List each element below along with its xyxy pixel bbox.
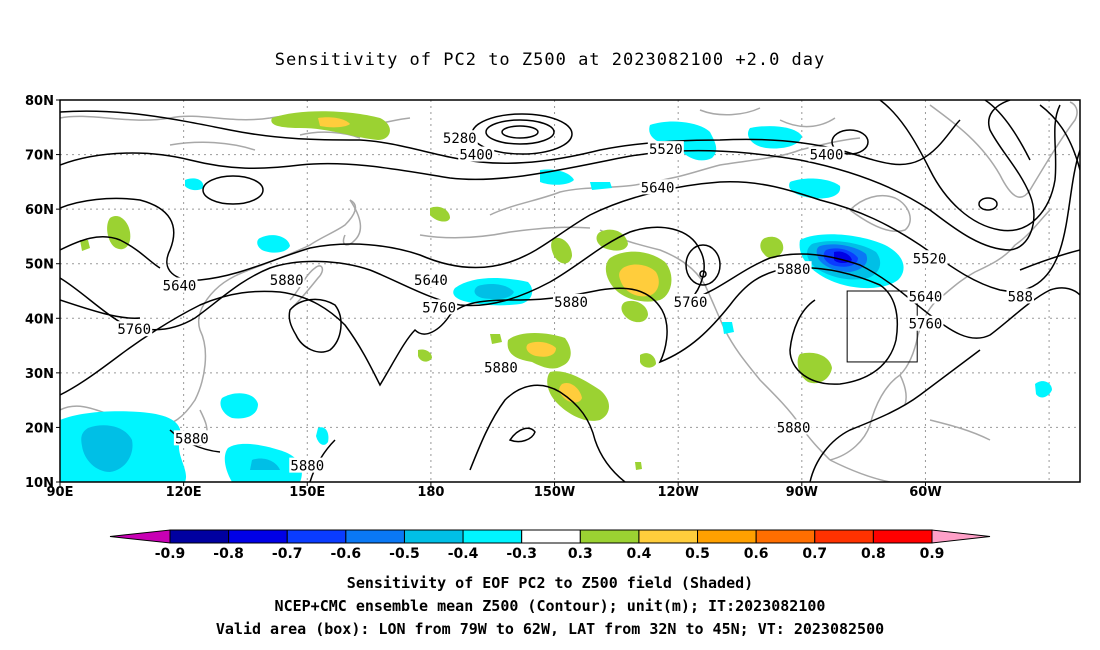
contour-label-bg [775, 261, 812, 277]
lon-label: 120E [166, 485, 202, 500]
contour-label: 5640 [163, 279, 197, 295]
contour-label-bg [808, 146, 845, 162]
colorbar-swatch [579, 529, 640, 544]
contour-label-bg [639, 179, 676, 195]
lat-label: 80N [25, 94, 54, 109]
contour-label: 5880 [270, 273, 304, 289]
lat-label: 30N [25, 367, 54, 382]
colorbar-swatch [697, 529, 757, 544]
colorbar-label: -0.7 [272, 546, 303, 562]
colorbar-swatch [638, 529, 699, 544]
contour-label: 5760 [117, 322, 151, 338]
contour-label: 5760 [422, 300, 456, 316]
colorbar-swatch [403, 529, 464, 544]
contour-label-bg [173, 430, 210, 446]
colorbar-label: -0.4 [448, 546, 479, 562]
contour-label-bg [647, 141, 684, 157]
footer-line-1: Sensitivity of EOF PC2 to Z500 field (Sh… [346, 574, 754, 592]
lat-label: 10N [25, 476, 54, 491]
lat-label: 40N [25, 312, 54, 327]
lat-label: 50N [25, 258, 54, 273]
footer-line-3: Valid area (box): LON from 79W to 62W, L… [215, 620, 885, 638]
lon-label: 150E [289, 485, 325, 500]
colorbar-label: 0.4 [627, 546, 652, 562]
contour-label: 5880 [484, 360, 518, 376]
gridlines [60, 100, 1080, 482]
plot-frame [59, 99, 1081, 483]
colorbar-label: -0.8 [213, 546, 244, 562]
contour-label: 5880 [554, 295, 588, 311]
longitude-labels: 90E 120E 150E 180 150W 120W 90W 60W [47, 482, 942, 500]
contour-label: 588 [1008, 289, 1033, 305]
contour-label: 5520 [649, 142, 683, 158]
lon-label: 90W [786, 485, 818, 500]
colorbar-label: -0.5 [389, 546, 420, 562]
footer-line-2: NCEP+CMC ensemble mean Z500 (Contour); u… [274, 597, 826, 615]
lon-label: 120W [657, 485, 698, 500]
colorbar-swatch [814, 529, 874, 544]
colorbar-label: 0.5 [685, 546, 710, 562]
contour-label-bg [911, 250, 948, 266]
contour-label-bg [775, 419, 812, 435]
contour-label: 5760 [674, 295, 708, 311]
contour-label-bg [289, 457, 326, 473]
lat-label: 70N [25, 149, 54, 164]
colorbar-swatch [228, 529, 288, 544]
colorbar-swatch [286, 529, 347, 544]
colorbar-swatch [462, 529, 523, 544]
contour-label-bg [268, 272, 305, 288]
lon-label: 180 [417, 485, 444, 500]
contour-label: 5400 [459, 148, 493, 164]
contour-label: 5880 [175, 431, 209, 447]
contour-label: 5400 [810, 148, 844, 164]
lon-label: 150W [534, 485, 575, 500]
colorbar-swatch [169, 529, 230, 544]
contour-label-bg [672, 293, 709, 309]
colorbar-low-extend [109, 529, 171, 544]
contour-label-bg [458, 146, 495, 162]
contour-label-bg [482, 359, 519, 375]
contour-label: 5880 [777, 262, 811, 278]
lat-label: 20N [25, 421, 54, 436]
colorbar-label: -0.3 [506, 546, 537, 562]
contour-label: 5880 [777, 420, 811, 436]
lon-label: 90E [47, 485, 74, 500]
contour-label-bg [907, 288, 944, 304]
colorbar-label: -0.6 [331, 546, 362, 562]
contour-label: 5280 [443, 131, 477, 147]
lat-label: 60N [25, 203, 54, 218]
contour-label: 5520 [913, 251, 947, 267]
colorbar: -0.9 -0.8 -0.7 -0.6 -0.5 -0.4 -0.3 0.3 0.4 0.5 0.6… [109, 529, 991, 562]
latitude-labels: 80N 70N 60N 50N 40N 30N 20N 10N [25, 94, 60, 491]
colorbar-label: 0.6 [744, 546, 769, 562]
colorbar-swatch [521, 529, 581, 544]
colorbar-swatch [345, 529, 405, 544]
colorbar-high-extend [931, 529, 991, 544]
contour-label-bg [441, 130, 478, 146]
colorbar-label: -0.9 [155, 546, 186, 562]
colorbar-label: 0.3 [568, 546, 593, 562]
contour-label-bg [421, 299, 458, 315]
contour-label-bg [116, 321, 153, 337]
contour-label: 5640 [909, 289, 943, 305]
contour-label-bg [1006, 288, 1034, 304]
colorbar-label: 0.9 [920, 546, 945, 562]
contour-label: 5640 [641, 180, 675, 196]
contour-label-bg [412, 272, 449, 288]
contour-label: 5760 [909, 317, 943, 333]
contour-label: 5880 [290, 459, 324, 475]
contour-label-bg [161, 277, 198, 293]
colorbar-label: 0.7 [802, 546, 827, 562]
lon-label: 60W [909, 485, 941, 500]
colorbar-label: 0.8 [861, 546, 886, 562]
colorbar-swatch [872, 529, 933, 544]
contour-label: 5640 [414, 273, 448, 289]
contour-label-bg [553, 293, 590, 309]
map-title: Sensitivity of PC2 to Z500 at 2023082100… [274, 50, 826, 70]
contour-label-bg [907, 315, 944, 331]
colorbar-swatch [755, 529, 816, 544]
